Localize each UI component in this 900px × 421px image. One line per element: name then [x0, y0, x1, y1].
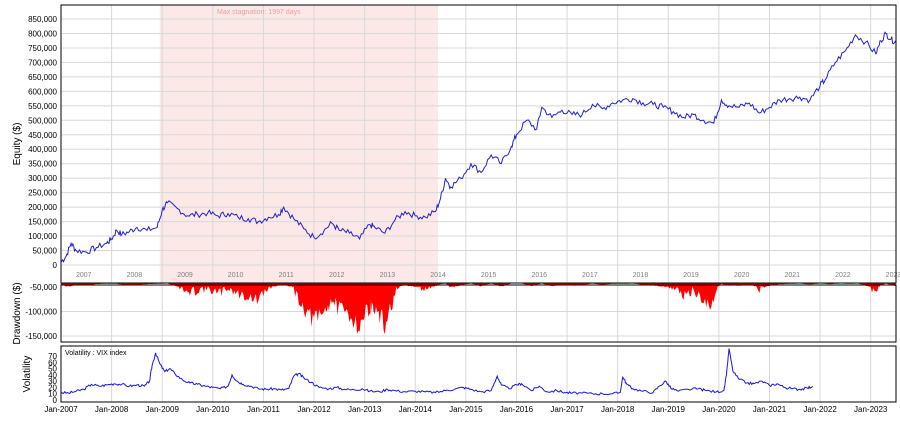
x-tick-label: Jan-2016: [500, 405, 534, 414]
y-tick-label: 0: [53, 396, 58, 405]
volatility-panel-frame: [60, 345, 897, 403]
x-tick-label: Jan-2023: [854, 405, 888, 414]
x-tick-label: Jan-2007: [44, 405, 78, 414]
y-tick-label: 200,000: [28, 203, 57, 212]
y-tick-label: -150,000: [25, 332, 57, 341]
drawdown-area: [61, 283, 896, 335]
year-label: 2008: [127, 272, 143, 279]
year-label: 2010: [228, 272, 244, 279]
y-tick-label: 750,000: [28, 44, 57, 53]
y-tick-label: 20: [48, 383, 57, 392]
y-tick-label: 40: [48, 371, 57, 380]
y-tick-label: 60: [48, 358, 57, 367]
year-label: 2009: [177, 272, 193, 279]
x-tick-label: Jan-2021: [753, 405, 787, 414]
x-tick-label: Jan-2017: [550, 405, 584, 414]
vix-legend-label: Volatility : VIX index: [65, 350, 127, 357]
y-tick-label: 400,000: [28, 145, 57, 154]
y-tick-label: 550,000: [28, 102, 57, 111]
drawdown-y-ticks: -50,000 -100,000 -150,000: [25, 283, 57, 341]
x-tick-label: Jan-2013: [348, 405, 382, 414]
year-label: 2021: [784, 272, 800, 279]
year-label: 2016: [531, 272, 547, 279]
drawdown-axis-label: Drawdown ($): [12, 282, 23, 344]
volatility-axis-label: Volatility: [22, 356, 33, 393]
y-tick-label: 650,000: [28, 73, 57, 82]
year-label: 2022: [835, 272, 851, 279]
year-label: 2017: [582, 272, 598, 279]
equity-series-line: [60, 31, 897, 263]
y-tick-label: -100,000: [25, 308, 57, 317]
y-tick-label: 800,000: [28, 29, 57, 38]
y-tick-label: 0: [53, 261, 58, 270]
year-label: 2018: [633, 272, 649, 279]
y-tick-label: -50,000: [30, 283, 58, 292]
y-tick-label: 300,000: [28, 174, 57, 183]
y-tick-label: 100,000: [28, 232, 57, 241]
volatility-gridlines: [111, 346, 872, 402]
vix-series-line: [60, 348, 813, 396]
x-tick-label: Jan-2012: [297, 405, 331, 414]
year-label: 2020: [734, 272, 750, 279]
equity-axis-label: Equity ($): [12, 123, 23, 166]
drawdown-panel-frame: [60, 284, 897, 343]
year-label: 2013: [380, 272, 396, 279]
x-tick-label: Jan-2011: [247, 405, 280, 414]
year-label: 2015: [481, 272, 497, 279]
equity-panel-background: [159, 5, 439, 283]
x-tick-label: Jan-2022: [803, 405, 837, 414]
y-tick-label: 50,000: [33, 247, 58, 256]
y-tick-label: 450,000: [28, 131, 57, 140]
y-tick-label: 10: [48, 390, 57, 399]
stagnation-band: [159, 5, 439, 283]
equity-gridlines: [61, 5, 896, 283]
y-tick-label: 250,000: [28, 189, 57, 198]
year-label: 2019: [683, 272, 699, 279]
x-tick-label: Jan-2008: [95, 405, 129, 414]
year-label: 2011: [279, 272, 294, 279]
x-tick-label: Jan-2018: [601, 405, 635, 414]
drawdown-gridlines: [61, 285, 896, 342]
equity-panel-frame: [60, 4, 897, 284]
y-tick-label: 600,000: [28, 87, 57, 96]
year-label: 2014: [430, 272, 446, 279]
volatility-x-ticks: Jan-2007 Jan-2008 Jan-2009 Jan-2010 Jan-2011…: [44, 405, 888, 414]
y-tick-label: 350,000: [28, 160, 57, 169]
x-tick-label: Jan-2010: [196, 405, 230, 414]
year-label: 2007: [76, 272, 92, 279]
equity-year-labels: 2007 2008 2009 2010 2011 2012 2013 2014 2015 2016…: [76, 272, 900, 279]
x-tick-label: Jan-2020: [702, 405, 736, 414]
year-label: 2023: [886, 272, 900, 279]
y-tick-label: 850,000: [28, 15, 57, 24]
x-tick-label: Jan-2014: [399, 405, 433, 414]
x-tick-label: Jan-2009: [146, 405, 180, 414]
y-tick-label: 50: [48, 365, 57, 374]
equity-y-ticks: 0 50,000 100,000 150,000 200,000 250,000 300,0…: [28, 15, 57, 270]
year-label: 2012: [329, 272, 345, 279]
x-tick-label: Jan-2015: [449, 405, 483, 414]
y-tick-label: 150,000: [28, 218, 57, 227]
y-tick-label: 30: [48, 377, 57, 386]
y-tick-label: 70: [48, 352, 57, 361]
y-tick-label: 700,000: [28, 58, 57, 67]
y-tick-label: 500,000: [28, 116, 57, 125]
x-tick-label: Jan-2019: [652, 405, 686, 414]
stagnation-annotation: Max stagnation: 1997 days: [217, 9, 301, 16]
